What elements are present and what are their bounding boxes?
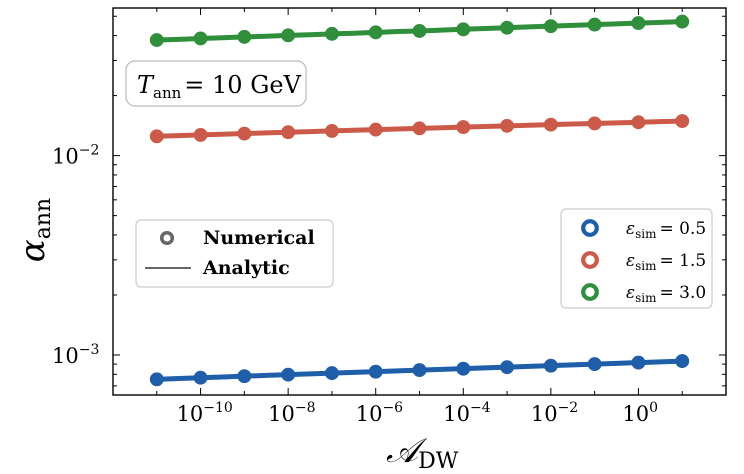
data-point (193, 370, 208, 385)
y-axis-ticks: 10−3 10−2 (52, 15, 726, 387)
data-point (675, 14, 690, 29)
data-point (237, 369, 252, 384)
y-tick-label: 10−2 (52, 143, 99, 169)
x-tick-label: 10−8 (268, 400, 315, 426)
data-point (500, 20, 515, 35)
data-point (587, 17, 602, 32)
x-tick-label: 100 (622, 400, 658, 426)
data-point (149, 33, 164, 47)
data-point (631, 16, 646, 31)
data-point (500, 118, 515, 133)
data-point (675, 354, 690, 369)
data-point (324, 26, 339, 41)
data-point (281, 367, 296, 382)
data-point (543, 19, 558, 34)
legend-entry: εsim = 3.0 (626, 283, 706, 305)
x-axis-ticks: 10−10 10−8 10−6 10−4 10−2 100 (112, 8, 727, 426)
y-axis-title: αann (13, 198, 56, 262)
legend-marker-icon (581, 283, 599, 301)
annotation-sub: ann (153, 84, 182, 102)
legend-numerical: Numerical (203, 227, 315, 249)
data-point (587, 116, 602, 131)
data-point (368, 25, 383, 40)
data-point (456, 120, 471, 135)
x-axis-title: 𝒜DW (386, 431, 459, 474)
data-point (412, 23, 427, 38)
svg-text:Tann= 10 GeV: Tann = 10 GeV (137, 71, 302, 102)
annotation-rest: = 10 GeV (184, 71, 301, 99)
data-point (631, 355, 646, 370)
x-tick-label: 10−10 (177, 400, 233, 426)
data-point (281, 28, 296, 43)
legend-marker-icon (581, 251, 599, 269)
data-point (237, 29, 252, 44)
data-point (237, 126, 252, 141)
data-point (631, 115, 646, 130)
series-points (149, 14, 690, 387)
data-point (324, 366, 339, 381)
data-point (193, 127, 208, 142)
data-point (149, 372, 164, 387)
data-point (368, 364, 383, 379)
data-point (500, 360, 515, 375)
x-tick-label: 10−6 (356, 400, 403, 426)
legend-marker-icon (581, 219, 599, 237)
legend-entry: εsim = 0.5 (626, 219, 706, 241)
series-legend: εsim = 0.5 εsim = 1.5 εsim = 3.0 (560, 208, 713, 309)
data-point (412, 121, 427, 136)
data-point (543, 117, 558, 132)
data-point (543, 358, 558, 373)
data-point (149, 129, 164, 144)
data-point (412, 363, 427, 378)
data-point (456, 361, 471, 376)
numerical-marker-icon (159, 230, 175, 246)
legend-analytic: Analytic (202, 257, 290, 279)
y-tick-label: 10−3 (52, 342, 99, 368)
x-tick-label: 10−4 (443, 400, 490, 426)
legend-entry: εsim = 1.5 (626, 251, 706, 273)
annotation-prefix: T (137, 71, 155, 99)
data-point (675, 114, 690, 129)
data-point (587, 357, 602, 372)
data-point (193, 31, 208, 46)
data-point (368, 122, 383, 137)
x-tick-label: 10−2 (531, 400, 578, 426)
style-legend: Numerical Analytic (135, 219, 334, 288)
data-point (324, 123, 339, 138)
data-point (456, 22, 471, 37)
annotation-box: Tann = 10 GeV (125, 60, 307, 107)
data-point (281, 125, 296, 140)
